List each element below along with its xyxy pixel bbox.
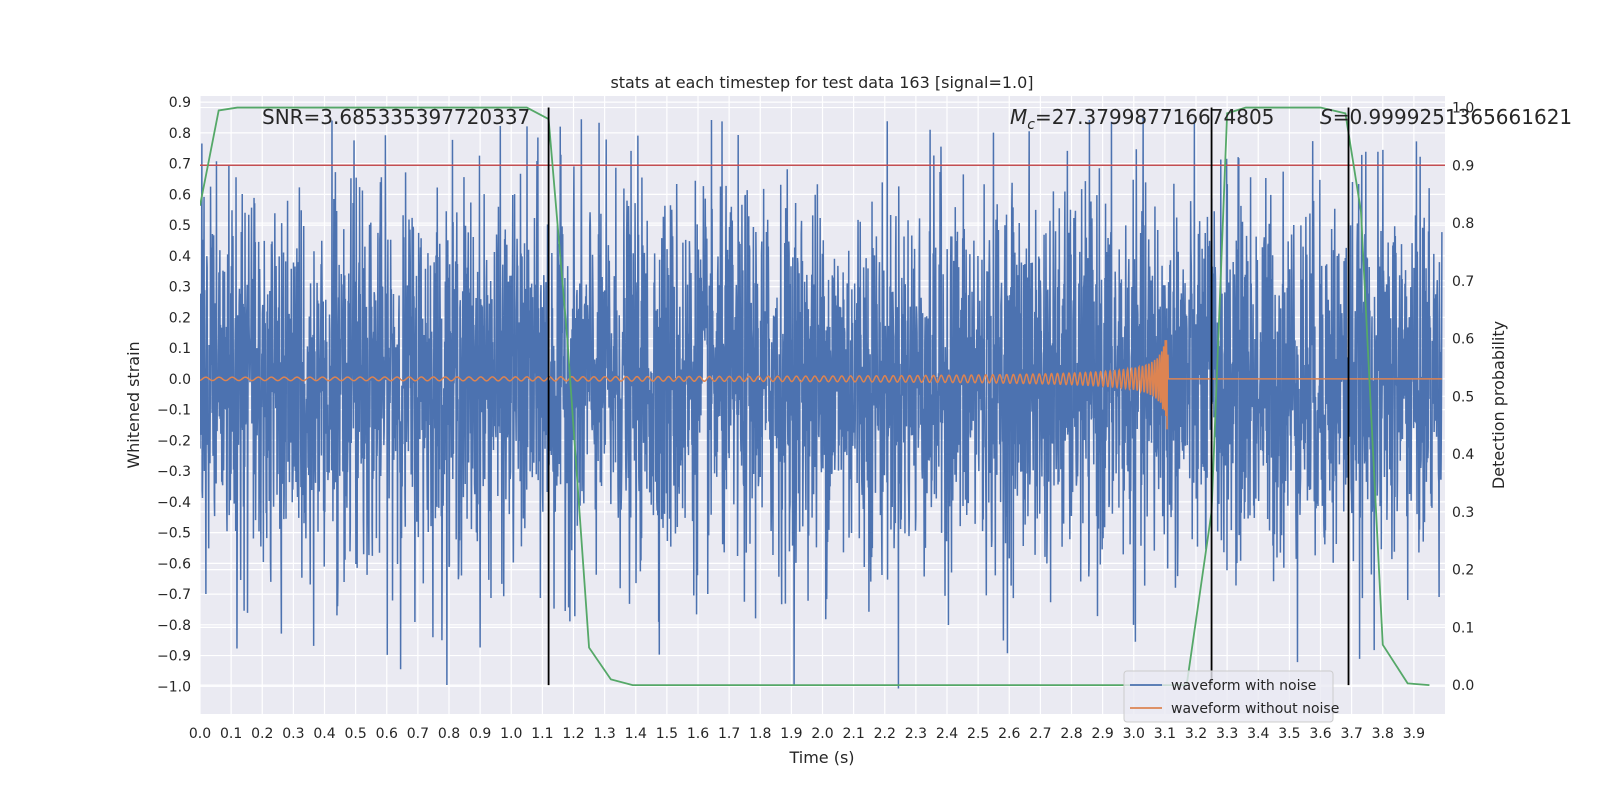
x-tick-label: 0.9 (469, 726, 491, 742)
x-tick-label: 0.0 (189, 726, 211, 742)
legend-label-clean: waveform without noise (1171, 701, 1339, 717)
y-tick-label: 0.2 (169, 310, 191, 326)
y-tick-label: −0.3 (157, 464, 191, 480)
x-tick-label: 2.6 (998, 726, 1020, 742)
y-tick-label: −0.8 (157, 618, 191, 634)
y2-tick-label: 0.5 (1452, 389, 1474, 405)
x-tick-labels: 0.0 0.1 0.2 0.3 0.4 0.5 0.6 0.7 0.8 0.9 1.0 1.1 1.2 1… (189, 726, 1425, 742)
y-tick-label: 0.9 (169, 95, 191, 111)
x-tick-label: 1.7 (718, 726, 740, 742)
y-tick-label: 0.7 (169, 157, 191, 173)
legend: waveform with noise waveform without noi… (1123, 670, 1339, 723)
y-tick-label: −0.7 (157, 587, 191, 603)
y2-tick-label: 0.8 (1452, 216, 1474, 232)
x-tick-label: 1.0 (500, 726, 522, 742)
legend-box (1123, 670, 1334, 723)
x-tick-label: 2.5 (967, 726, 989, 742)
x-tick-label: 1.2 (562, 726, 584, 742)
series-detection-probability (200, 106, 1430, 687)
x-tick-label: 1.4 (625, 726, 647, 742)
x-axis-label: Time (s) (788, 748, 854, 767)
y2-tick-label: 0.6 (1452, 332, 1474, 348)
y-tick-labels: 0.9 0.8 0.7 0.6 0.5 0.4 0.3 0.2 0.1 0.0 −0.1 −0.2 −0… (157, 95, 191, 695)
plot-contents (200, 106, 1445, 689)
x-tick-label: 2.2 (874, 726, 896, 742)
x-tick-label: 3.5 (1278, 726, 1300, 742)
y2-tick-label: 0.4 (1452, 447, 1474, 463)
x-tick-label: 2.0 (811, 726, 833, 742)
y2-tick-label: 0.3 (1452, 505, 1474, 521)
x-tick-label: 1.6 (687, 726, 709, 742)
y-tick-label: 0.1 (169, 341, 191, 357)
y-axis-label: Whitened strain (124, 341, 143, 468)
mc-subscript: c (1027, 117, 1035, 133)
x-tick-label: 0.4 (313, 726, 335, 742)
y2-axis-label: Detection probability (1489, 321, 1508, 489)
x-tick-label: 3.0 (1123, 726, 1145, 742)
y-tick-label: −0.4 (157, 495, 191, 511)
x-tick-label: 3.3 (1216, 726, 1238, 742)
x-tick-label: 2.9 (1091, 726, 1113, 742)
x-tick-label: 3.7 (1340, 726, 1362, 742)
y2-tick-label: 0.2 (1452, 563, 1474, 579)
x-tick-label: 3.1 (1154, 726, 1176, 742)
x-tick-label: 2.1 (842, 726, 864, 742)
x-tick-label: 0.7 (407, 726, 429, 742)
x-tick-label: 1.8 (749, 726, 771, 742)
y-tick-label: 0.8 (169, 126, 191, 142)
y-tick-label: 0.5 (169, 218, 191, 234)
vertical-markers (547, 107, 1350, 686)
y2-tick-label: 1.0 (1452, 101, 1474, 117)
y-tick-label: 0.6 (169, 187, 191, 203)
y-tick-label: −0.6 (157, 556, 191, 572)
y-tick-label: 0.4 (169, 249, 191, 265)
y2-tick-label: 0.1 (1452, 620, 1474, 636)
y-tick-label: −0.9 (157, 649, 191, 665)
x-tick-label: 1.3 (593, 726, 615, 742)
y-tick-label: −0.2 (157, 433, 191, 449)
snr-annotation: SNR=3.685335397720337 (262, 105, 530, 129)
x-tick-label: 0.5 (344, 726, 366, 742)
x-tick-label: 3.4 (1247, 726, 1269, 742)
s-value: =0.9999251365661621 (1333, 105, 1572, 129)
x-tick-label: 2.8 (1060, 726, 1082, 742)
x-tick-label: 1.9 (780, 726, 802, 742)
y2-tick-label: 0.0 (1452, 678, 1474, 694)
y-tick-label: 0.3 (169, 280, 191, 296)
mc-value: =27.379987716674805 (1035, 105, 1274, 129)
legend-label-noise: waveform with noise (1171, 678, 1316, 694)
chart-title: stats at each timestep for test data 163… (610, 73, 1033, 92)
x-tick-label: 2.4 (936, 726, 958, 742)
x-tick-label: 1.1 (531, 726, 553, 742)
y2-tick-label: 0.9 (1452, 158, 1474, 174)
y-tick-label: 0.0 (169, 372, 191, 388)
s-symbol: S (1320, 105, 1333, 129)
series-waveform-with-noise (200, 116, 1443, 689)
x-tick-label: 0.6 (376, 726, 398, 742)
x-tick-label: 0.3 (282, 726, 304, 742)
x-tick-label: 1.5 (656, 726, 678, 742)
y-tick-label: −0.1 (157, 403, 191, 419)
y-tick-label: −1.0 (157, 679, 191, 695)
x-tick-label: 3.8 (1372, 726, 1394, 742)
mc-symbol: M (1010, 105, 1027, 129)
y2-tick-labels: 1.0 0.9 0.8 0.7 0.6 0.5 0.4 0.3 0.2 0.1 0.0 (1452, 101, 1474, 695)
x-tick-label: 3.9 (1403, 726, 1425, 742)
mc-annotation: Mc=27.379987716674805 (1010, 105, 1274, 133)
x-tick-label: 2.3 (905, 726, 927, 742)
y-tick-label: −0.5 (157, 526, 191, 542)
x-tick-label: 0.8 (438, 726, 460, 742)
series-waveform-without-noise (200, 340, 1442, 430)
x-tick-label: 2.7 (1029, 726, 1051, 742)
s-annotation: S=0.9999251365661621 (1320, 105, 1572, 129)
y2-tick-label: 0.7 (1452, 274, 1474, 290)
x-tick-label: 0.1 (220, 726, 242, 742)
x-tick-label: 3.2 (1185, 726, 1207, 742)
x-tick-label: 0.2 (251, 726, 273, 742)
x-tick-label: 3.6 (1309, 726, 1331, 742)
